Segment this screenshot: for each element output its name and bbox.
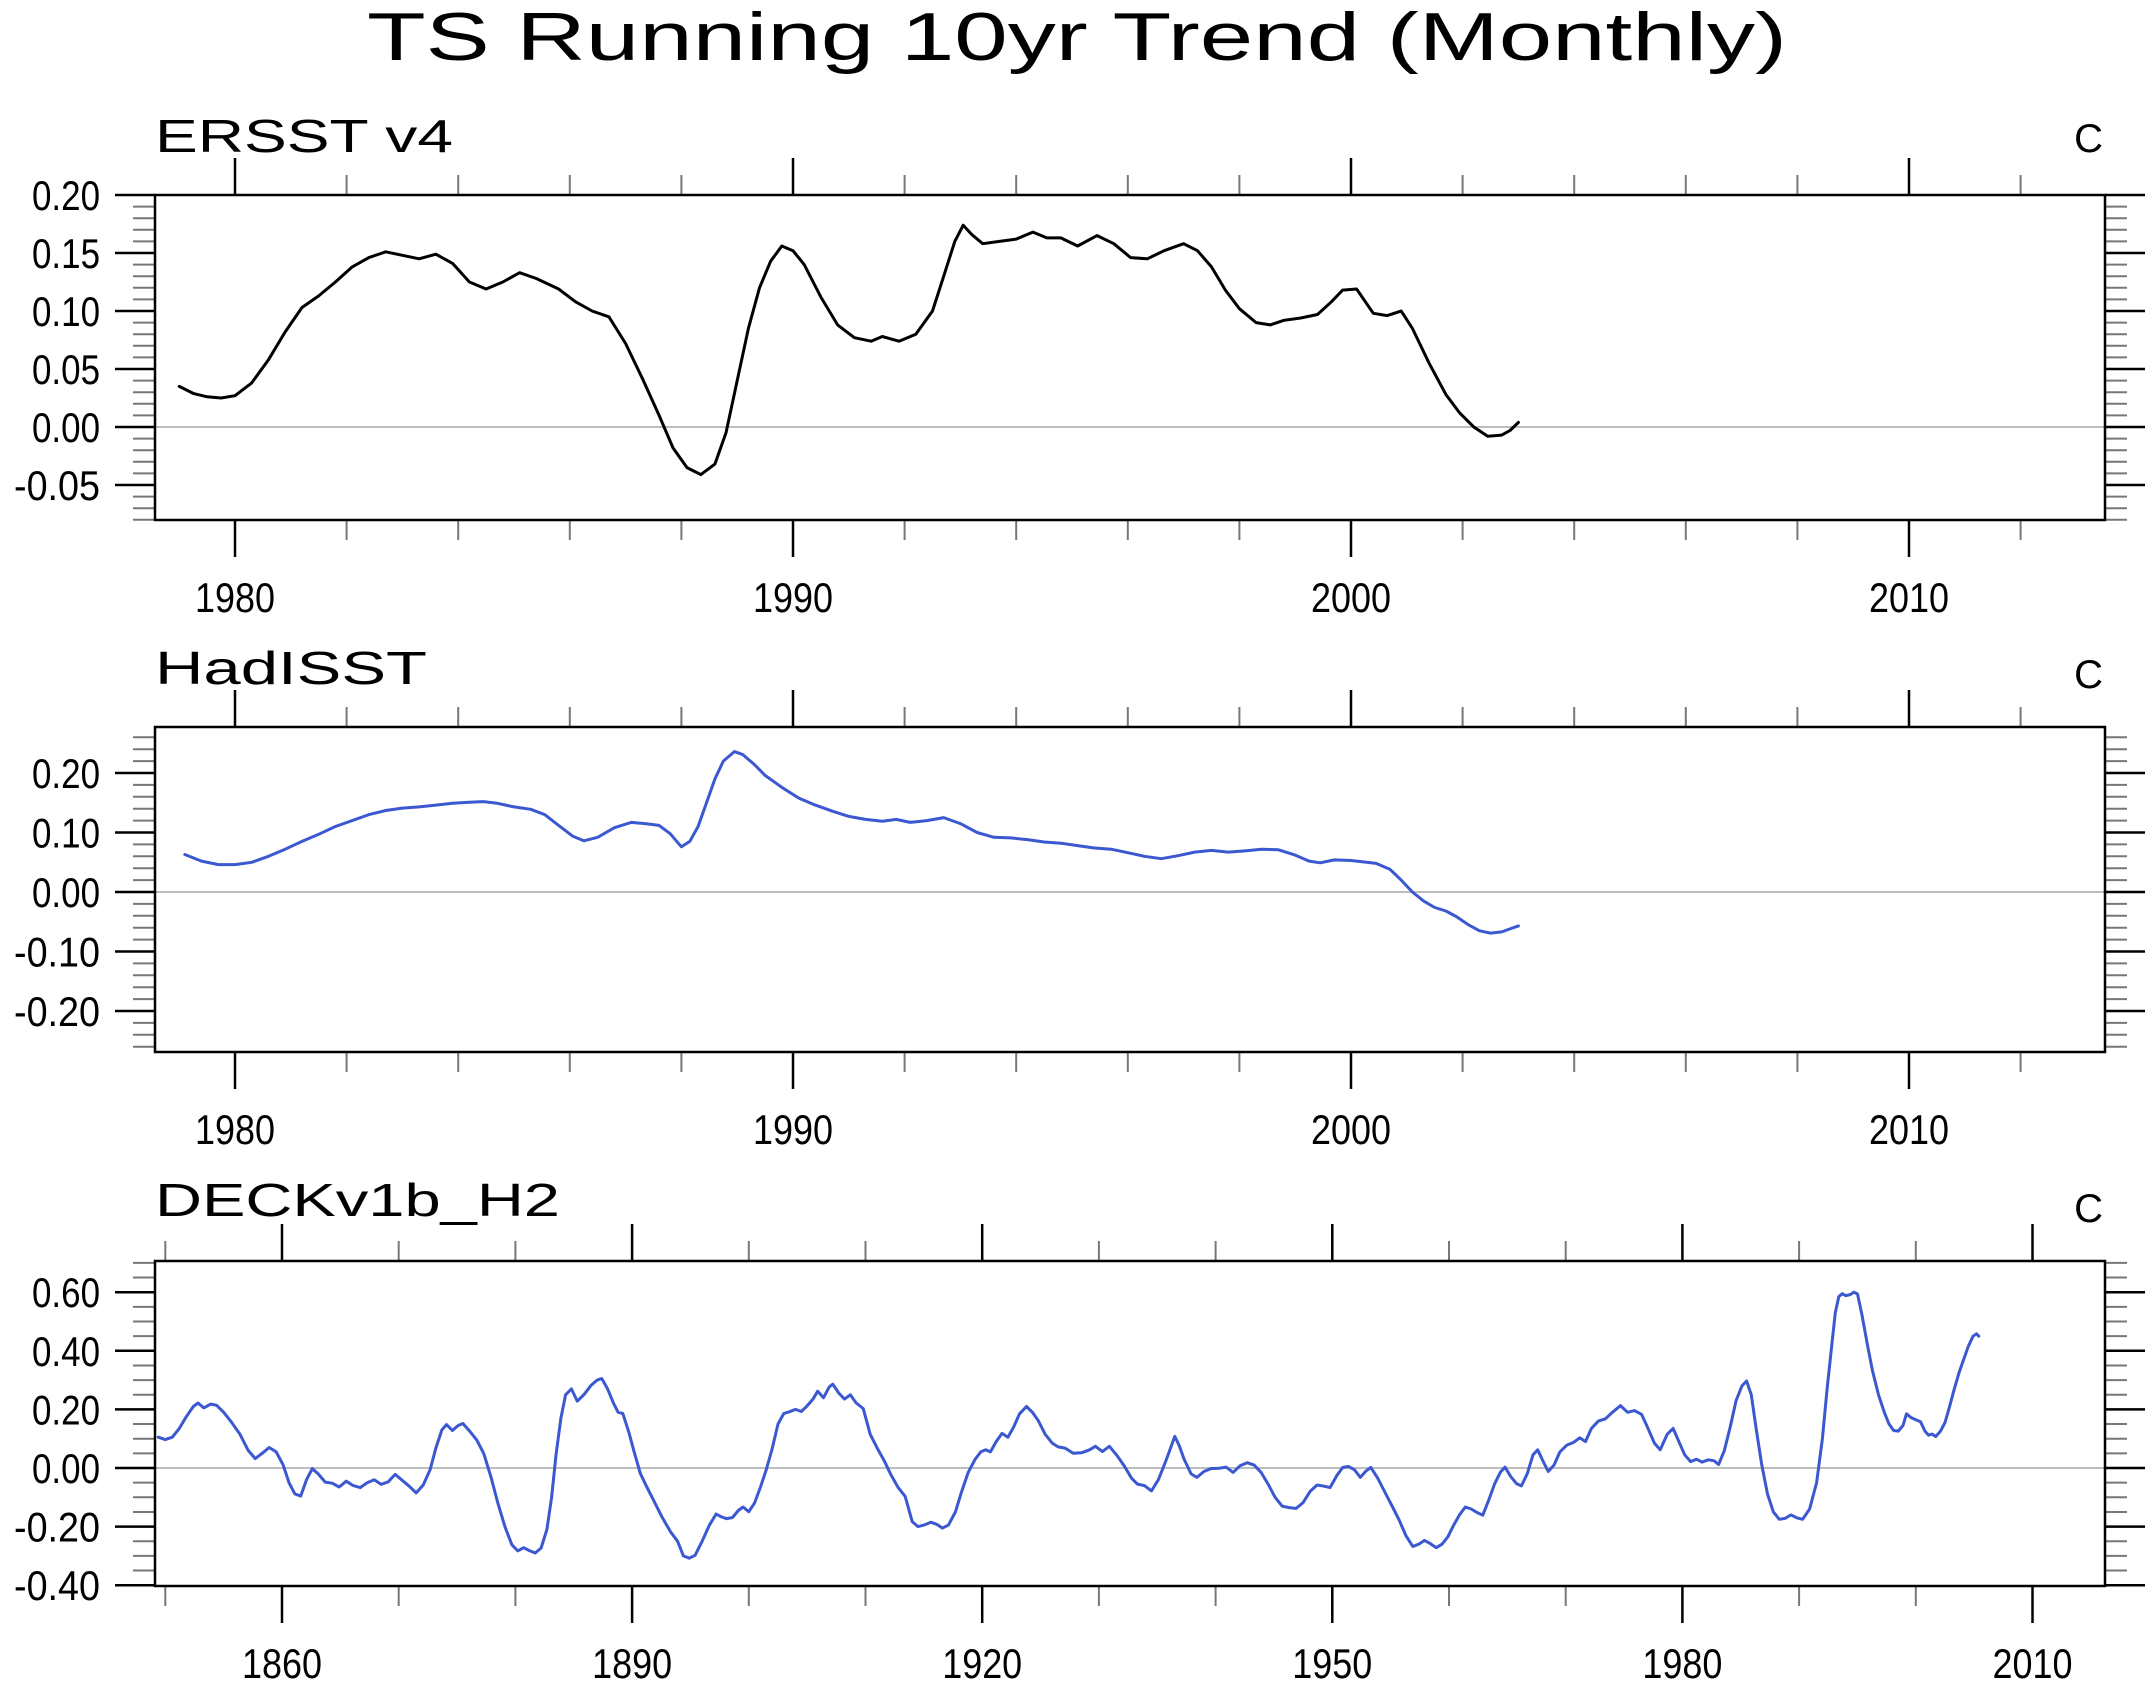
figure-title: TS Running 10yr Trend (Monthly) — [367, 0, 1787, 75]
y-tick-label: 0.40 — [32, 1328, 100, 1375]
x-tick-label: 2000 — [1311, 1106, 1391, 1153]
plot-frame — [153, 725, 2107, 1054]
panel-units-deck: C — [2074, 1187, 2103, 1231]
y-tick-label: -0.20 — [14, 1504, 100, 1551]
x-tick-label: 1920 — [942, 1640, 1022, 1685]
x-tick-label: 1980 — [1642, 1640, 1722, 1685]
data-line — [156, 1290, 1981, 1560]
y-tick-label: 0.05 — [32, 346, 100, 393]
y-tick-label: 0.00 — [32, 1445, 100, 1492]
panel-units-ersst: C — [2074, 117, 2103, 161]
y-tick-label: 0.10 — [32, 288, 100, 335]
y-tick-label: 0.10 — [32, 810, 100, 857]
y-tick-label: -0.05 — [14, 462, 100, 509]
y-tick-label: 0.20 — [32, 750, 100, 797]
y-tick-label: 0.00 — [32, 869, 100, 916]
y-tick-label: 0.15 — [32, 230, 100, 277]
x-tick-label: 1990 — [753, 574, 833, 621]
x-tick-label: 1990 — [753, 1106, 833, 1153]
y-tick-label: 0.20 — [32, 172, 100, 219]
x-tick-label: 1980 — [195, 574, 275, 621]
y-tick-label: 0.00 — [32, 404, 100, 451]
x-tick-label: 2010 — [1869, 574, 1949, 621]
panel-units-hadisst: C — [2074, 653, 2103, 697]
data-line — [183, 750, 1520, 935]
plot-frame — [153, 193, 2107, 522]
panel-title-hadisst: HadISST — [155, 642, 427, 694]
data-line — [177, 223, 1520, 477]
x-tick-label: 1860 — [242, 1640, 322, 1685]
panel-title-deck: DECKv1b_H2 — [155, 1174, 560, 1226]
x-tick-label: 2000 — [1311, 574, 1391, 621]
x-tick-label: 2010 — [1869, 1106, 1949, 1153]
y-tick-label: 0.60 — [32, 1269, 100, 1316]
plot-frame — [153, 1259, 2107, 1588]
plot-hadisst: 0.20 0.10 0.00 -0.10 -0.20 1980 1990 2000 2010 — [14, 690, 2145, 1153]
x-tick-label: 1890 — [592, 1640, 672, 1685]
x-tick-label: 2010 — [1993, 1640, 2073, 1685]
y-tick-label: -0.20 — [14, 988, 100, 1035]
y-tick-label: 0.20 — [32, 1386, 100, 1433]
y-tick-label: -0.40 — [14, 1562, 100, 1609]
y-tick-label: -0.10 — [14, 929, 100, 976]
x-tick-label: 1950 — [1292, 1640, 1372, 1685]
x-tick-label: 1980 — [195, 1106, 275, 1153]
plot-deck: 0.60 0.40 0.20 0.00 -0.20 -0.40 1860 1890 1920 19… — [14, 1224, 2145, 1685]
panel-title-ersst: ERSST v4 — [155, 110, 453, 162]
plot-ersst: 0.20 0.15 0.10 0.05 0.00 -0.05 1980 1990 2000 201… — [14, 158, 2145, 621]
